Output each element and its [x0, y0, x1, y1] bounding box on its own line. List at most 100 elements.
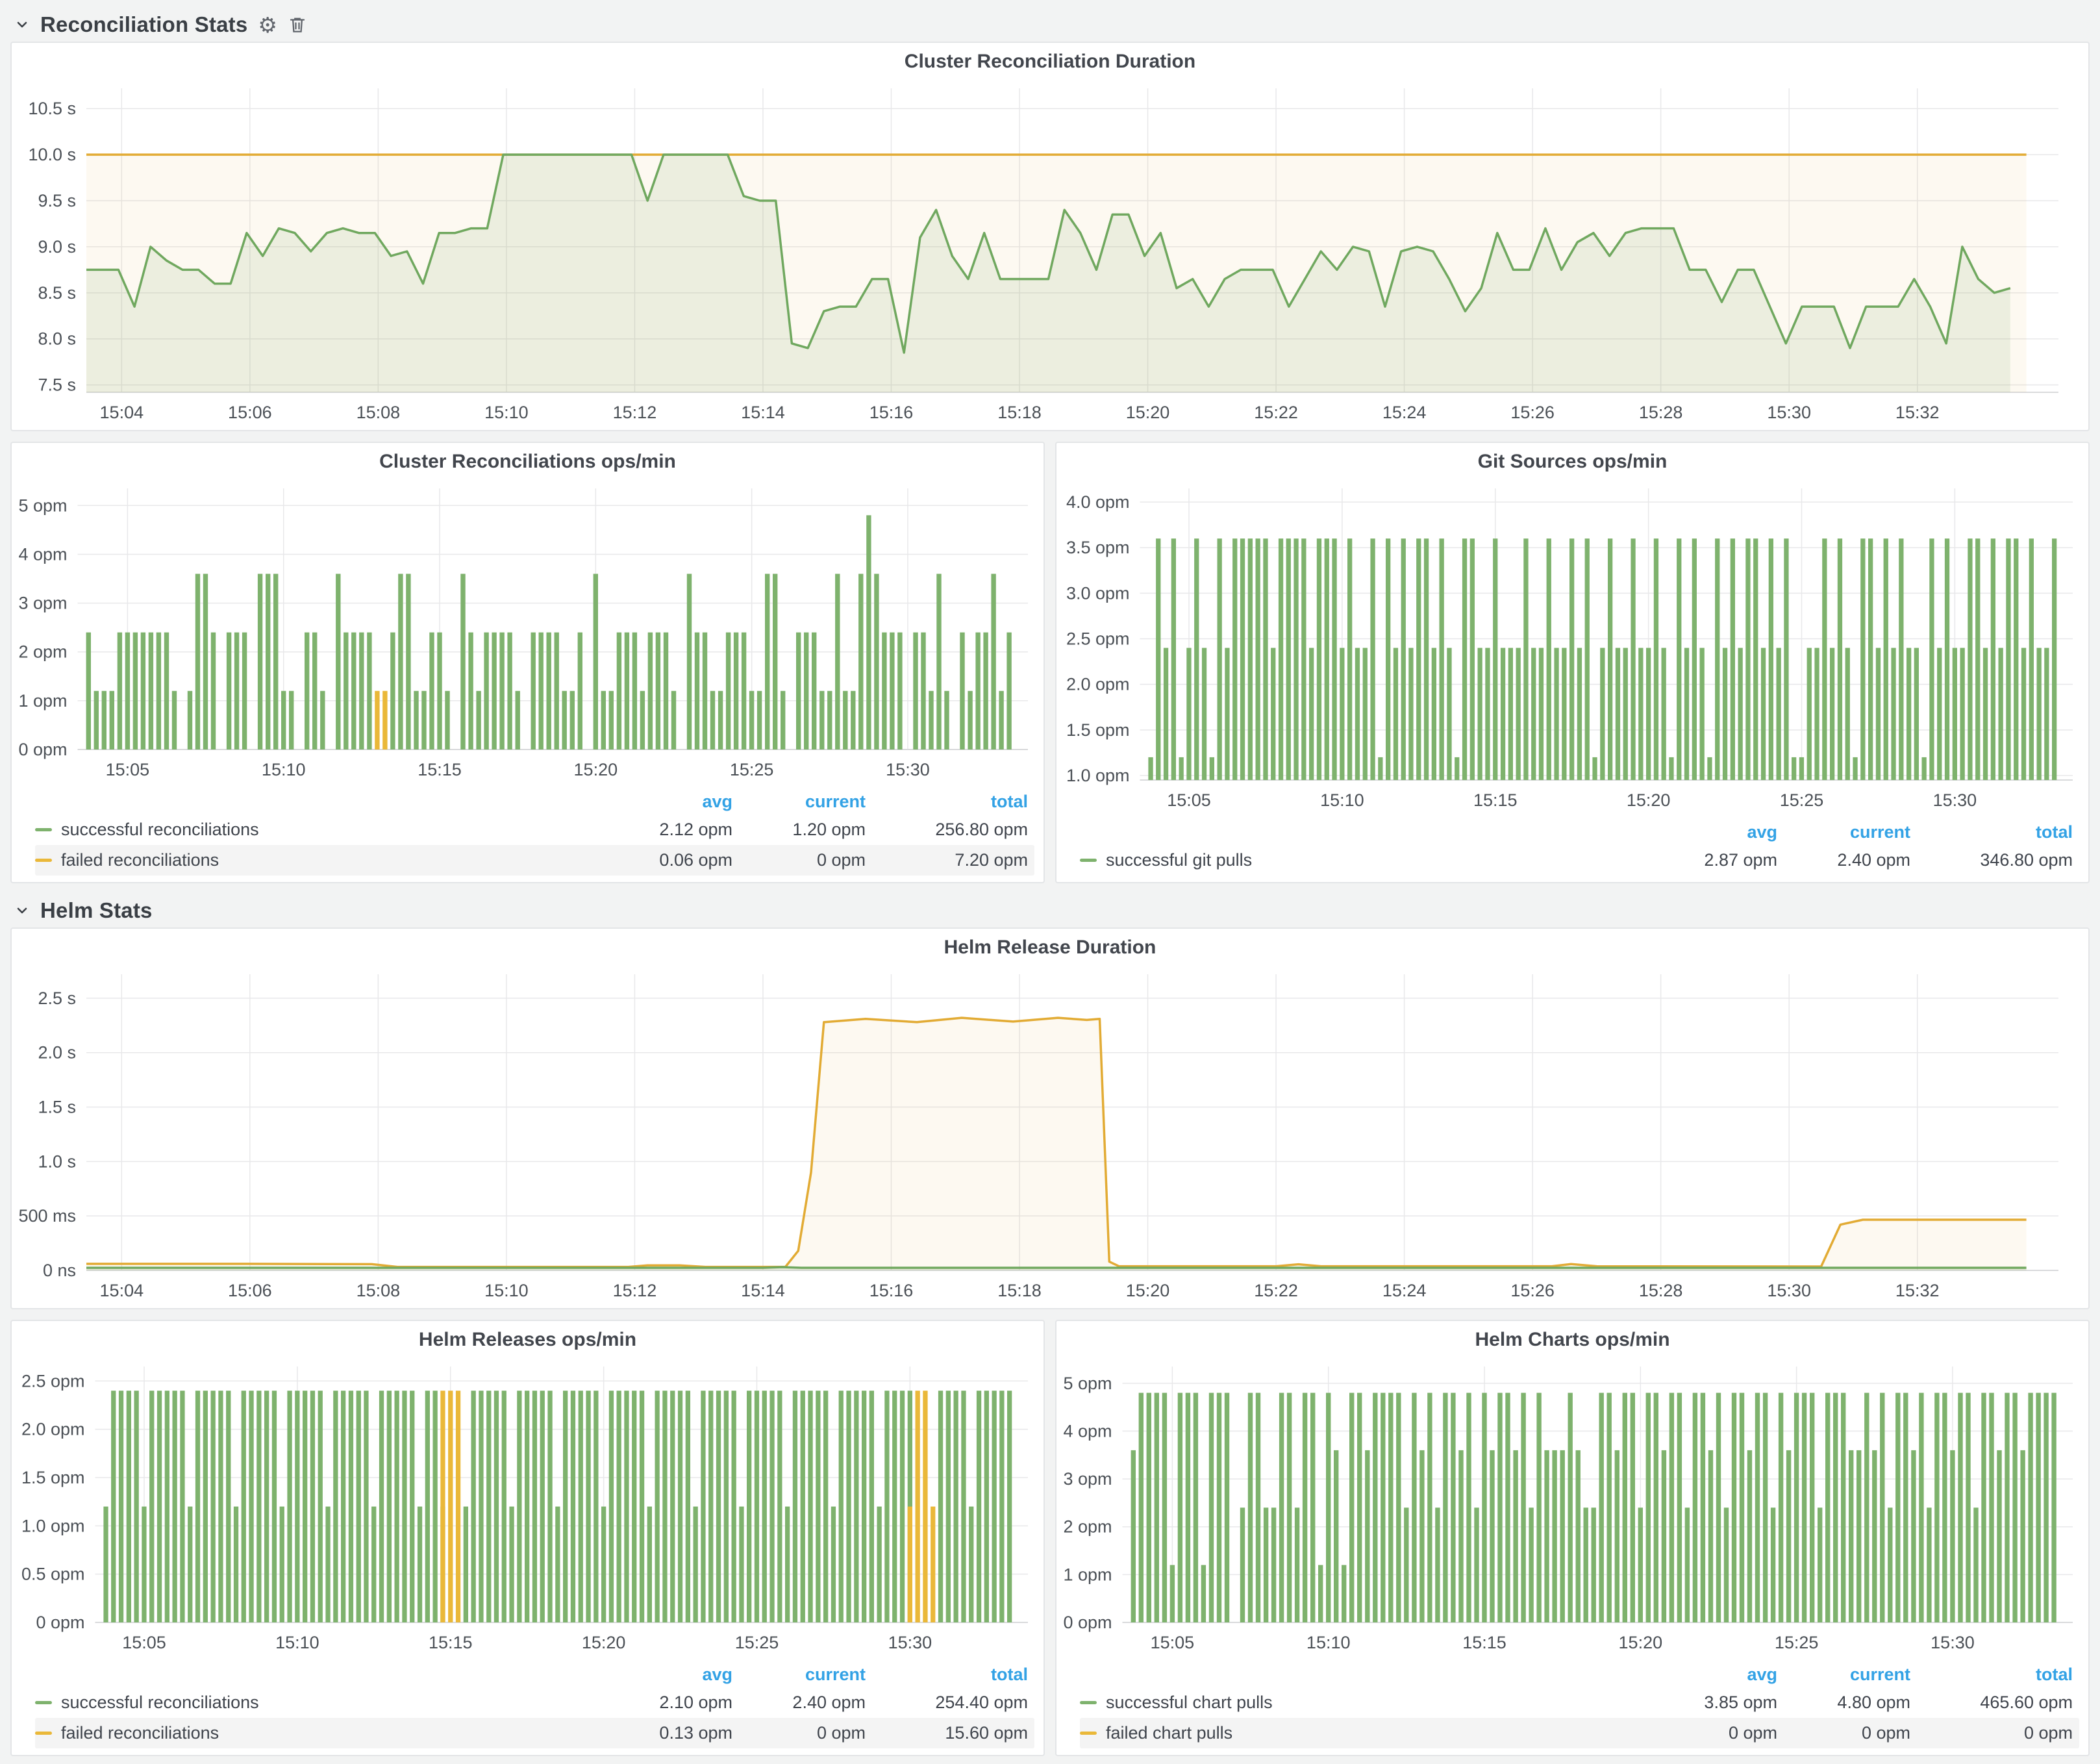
legend: avg current total successful git pulls 2…: [1056, 818, 2088, 882]
legend-col-current[interactable]: current: [805, 1664, 866, 1684]
svg-text:15:22: 15:22: [1254, 1281, 1298, 1300]
legend-col-current[interactable]: current: [805, 791, 866, 811]
panel-title[interactable]: Helm Charts ops/min: [1475, 1329, 1670, 1350]
svg-text:9.0 s: 9.0 s: [38, 237, 76, 257]
panel-row-reconciliation: Cluster Reconciliations ops/min 15:05 15:…: [10, 442, 2090, 883]
legend-total-value: 15.60 opm: [945, 1723, 1028, 1743]
legend-total-value: 256.80 opm: [935, 820, 1028, 839]
legend-avg-value: 0 opm: [1728, 1723, 1777, 1743]
svg-text:15:10: 15:10: [484, 403, 529, 422]
legend-current-value: 0 opm: [1861, 1723, 1910, 1743]
legend-total-value: 0 opm: [2023, 1723, 2073, 1743]
legend-series-name[interactable]: successful reconciliations: [61, 1693, 259, 1712]
svg-text:2.5 opm: 2.5 opm: [1066, 629, 1130, 649]
legend-avg-value: 2.12 opm: [659, 820, 732, 839]
panel-title[interactable]: Helm Releases ops/min: [418, 1329, 637, 1350]
legend-series-name[interactable]: failed reconciliations: [61, 1723, 219, 1743]
series-color-dash: [1080, 859, 1097, 862]
panel-title[interactable]: Cluster Reconciliations ops/min: [379, 451, 676, 472]
legend-col-current[interactable]: current: [1849, 822, 1910, 842]
panel-helm-release-duration: Helm Release Duration 15:04 15:06 15:08 15:…: [10, 927, 2090, 1309]
cluster-reconciliations-opm-chart[interactable]: 15:05 15:10 15:15 15:20 15:25 15:30 0 opm 1 opm…: [12, 481, 1044, 787]
series-color-dash: [35, 1701, 52, 1704]
svg-text:15:25: 15:25: [735, 1633, 779, 1652]
trash-icon[interactable]: [288, 15, 307, 34]
legend-avg-value: 2.10 opm: [659, 1693, 732, 1712]
section-title[interactable]: Helm Stats: [40, 898, 153, 922]
legend-col-total[interactable]: total: [2036, 822, 2073, 842]
svg-text:15:05: 15:05: [1167, 790, 1211, 810]
svg-text:15:15: 15:15: [429, 1633, 473, 1652]
svg-text:500 ms: 500 ms: [18, 1206, 76, 1226]
legend-series-name[interactable]: failed chart pulls: [1106, 1723, 1233, 1743]
legend-row: successful git pulls 2.87 opm 2.40 opm 3…: [1080, 845, 2079, 876]
legend-total-value: 7.20 opm: [955, 850, 1028, 870]
svg-text:0.5 opm: 0.5 opm: [21, 1565, 85, 1584]
legend-col-avg[interactable]: avg: [1747, 1664, 1777, 1684]
legend-col-current[interactable]: current: [1849, 1664, 1910, 1684]
legend-col-total[interactable]: total: [991, 1664, 1028, 1684]
panel-helm-charts-opm: Helm Charts ops/min 15:05 15:10 15:15 15:20…: [1055, 1320, 2090, 1756]
legend-series-name[interactable]: failed reconciliations: [61, 850, 219, 870]
legend-current-value: 1.20 opm: [792, 820, 866, 839]
legend-row: failed reconciliations 0.06 opm 0 opm 7.…: [35, 845, 1034, 876]
legend: avg current total successful chart pulls…: [1056, 1660, 2088, 1755]
legend-col-avg[interactable]: avg: [702, 791, 732, 811]
svg-text:3 opm: 3 opm: [1063, 1469, 1112, 1489]
gear-icon[interactable]: ⚙: [258, 12, 277, 37]
svg-text:1.0 opm: 1.0 opm: [1066, 766, 1130, 785]
svg-text:15:05: 15:05: [122, 1633, 166, 1652]
svg-text:2.0 opm: 2.0 opm: [21, 1420, 85, 1439]
svg-text:15:28: 15:28: [1639, 403, 1683, 422]
git-sources-opm-chart[interactable]: 15:05 15:10 15:15 15:20 15:25 15:30 1.0 opm 1.5…: [1056, 481, 2088, 818]
chevron-down-icon[interactable]: [14, 903, 30, 918]
legend-total-value: 465.60 opm: [1980, 1693, 2073, 1712]
legend-col-total[interactable]: total: [991, 791, 1028, 811]
svg-text:1.0 opm: 1.0 opm: [21, 1516, 85, 1535]
legend-series-name[interactable]: successful git pulls: [1106, 850, 1253, 870]
svg-text:0 opm: 0 opm: [36, 1613, 84, 1632]
panel-row-helm: Helm Releases ops/min 15:05 15:10 15:15 15:…: [10, 1320, 2090, 1756]
svg-text:15:24: 15:24: [1382, 403, 1427, 422]
svg-text:1.5 s: 1.5 s: [38, 1098, 76, 1117]
section-helm-stats: Helm Stats: [10, 894, 2090, 927]
svg-text:15:30: 15:30: [1767, 403, 1811, 422]
svg-text:15:08: 15:08: [356, 403, 401, 422]
svg-text:1 opm: 1 opm: [1063, 1565, 1112, 1584]
helm-release-duration-chart[interactable]: 15:04 15:06 15:08 15:10 15:12 15:14 15:16 15:18…: [12, 966, 2088, 1308]
panel-title[interactable]: Helm Release Duration: [944, 937, 1156, 958]
legend-col-avg[interactable]: avg: [1747, 822, 1777, 842]
chevron-down-icon[interactable]: [14, 17, 30, 32]
legend-avg-value: 3.85 opm: [1704, 1693, 1777, 1712]
svg-text:15:15: 15:15: [1462, 1633, 1506, 1652]
svg-text:4 opm: 4 opm: [18, 544, 67, 564]
svg-text:15:04: 15:04: [100, 403, 144, 422]
svg-text:8.0 s: 8.0 s: [38, 329, 76, 349]
svg-text:15:22: 15:22: [1254, 403, 1298, 422]
section-title[interactable]: Reconciliation Stats: [40, 12, 248, 36]
helm-releases-opm-chart[interactable]: 15:05 15:10 15:15 15:20 15:25 15:30 0 opm 0.5 o…: [12, 1359, 1044, 1660]
svg-text:2.5 s: 2.5 s: [38, 989, 76, 1008]
series-color-dash: [35, 859, 52, 862]
panel-title[interactable]: Cluster Reconciliation Duration: [904, 51, 1196, 72]
legend-series-name[interactable]: successful reconciliations: [61, 820, 259, 839]
legend-col-total[interactable]: total: [2036, 1664, 2073, 1684]
svg-text:15:16: 15:16: [869, 403, 914, 422]
panel-title[interactable]: Git Sources ops/min: [1477, 451, 1668, 472]
svg-text:8.5 s: 8.5 s: [38, 283, 76, 303]
helm-charts-opm-chart[interactable]: 15:05 15:10 15:15 15:20 15:25 15:30 0 opm 1 opm…: [1056, 1359, 2088, 1660]
svg-text:2.0 opm: 2.0 opm: [1066, 675, 1130, 694]
svg-text:2.5 opm: 2.5 opm: [21, 1371, 85, 1391]
svg-text:15:20: 15:20: [1627, 790, 1671, 810]
svg-text:7.5 s: 7.5 s: [38, 375, 76, 395]
cluster-reconciliation-duration-chart[interactable]: 15:04 15:06 15:08 15:10 15:12 15:14 15:16 15:18…: [12, 81, 2088, 430]
panel-helm-releases-opm: Helm Releases ops/min 15:05 15:10 15:15 15:…: [10, 1320, 1045, 1756]
legend-series-name[interactable]: successful chart pulls: [1106, 1693, 1273, 1712]
svg-text:1.0 s: 1.0 s: [38, 1152, 76, 1171]
svg-text:15:24: 15:24: [1382, 1281, 1427, 1300]
svg-text:5 opm: 5 opm: [18, 496, 67, 515]
svg-text:15:15: 15:15: [1473, 790, 1518, 810]
legend-col-avg[interactable]: avg: [702, 1664, 732, 1684]
legend-current-value: 4.80 opm: [1837, 1693, 1910, 1712]
